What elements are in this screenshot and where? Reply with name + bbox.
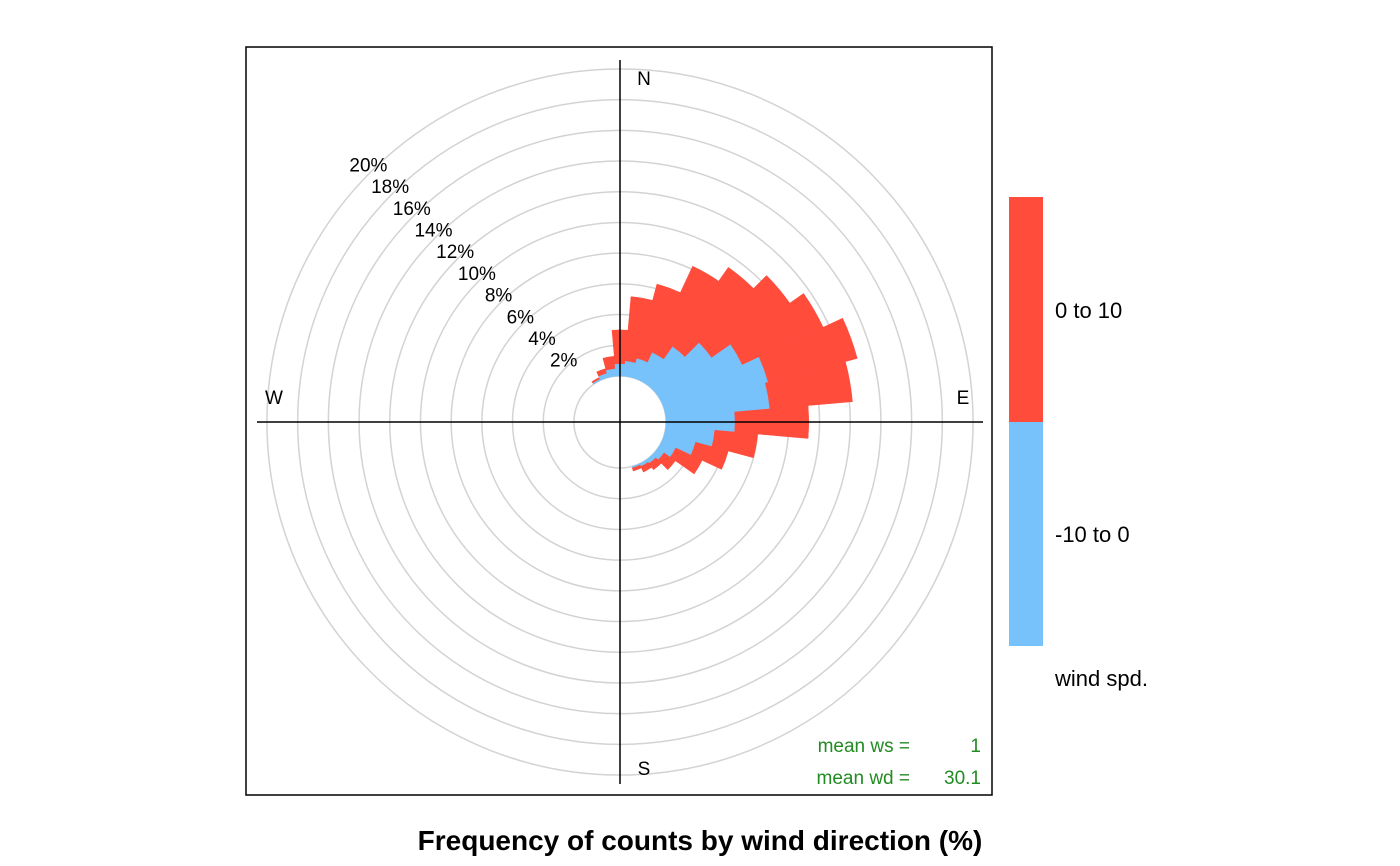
bar-high-110deg (690, 441, 729, 470)
legend-title: wind spd. (1054, 666, 1148, 691)
ring-label-9: 18% (371, 177, 409, 198)
ring-label-10: 20% (349, 155, 387, 176)
mean-wd-value: 30.1 (944, 768, 981, 789)
legend-label-high: 0 to 10 (1055, 298, 1122, 323)
bar-high-130deg (657, 452, 676, 471)
bar-high-100deg (711, 430, 758, 459)
mean-annotations: mean ws = 1 mean wd = 30.1 (817, 736, 981, 789)
compass-labels: N E S W (265, 69, 969, 780)
mean-ws-label: mean ws = (818, 736, 910, 757)
bar-high-160deg (632, 464, 642, 472)
legend-label-low: -10 to 0 (1055, 522, 1130, 547)
ring-label-7: 14% (414, 221, 452, 242)
ring-label-4: 8% (485, 286, 513, 307)
ring-label-6: 12% (436, 242, 474, 263)
legend-swatch-low (1009, 422, 1043, 646)
bar-high-150deg (640, 461, 653, 473)
ring-label-5: 10% (458, 264, 496, 285)
legend: 0 to 10 -10 to 0 wind spd. (1009, 197, 1148, 691)
legend-swatch-high (1009, 197, 1043, 422)
direction-bars (591, 265, 858, 475)
bar-high-140deg (648, 457, 662, 471)
mean-ws-value: 1 (970, 736, 981, 757)
panel-border (245, 46, 993, 796)
bar-high--10deg (602, 355, 616, 371)
bar-high-70deg (758, 317, 858, 383)
compass-axes (257, 60, 983, 784)
bar-high-120deg (669, 447, 703, 475)
compass-west-label: W (265, 388, 283, 409)
compass-north-label: N (637, 69, 651, 90)
bar-high-80deg (764, 361, 853, 410)
ring-label-2: 4% (528, 329, 556, 350)
ring-label-3: 6% (507, 307, 535, 328)
compass-east-label: E (957, 388, 970, 409)
ring-label-8: 16% (393, 199, 431, 220)
ring-label-1: 2% (550, 351, 578, 372)
ring-labels: 2%4%6%8%10%12%14%16%18%20% (349, 155, 577, 371)
chart-title: Frequency of counts by wind direction (%… (418, 825, 983, 856)
compass-south-label: S (638, 759, 651, 780)
mean-wd-label: mean wd = (817, 768, 910, 789)
